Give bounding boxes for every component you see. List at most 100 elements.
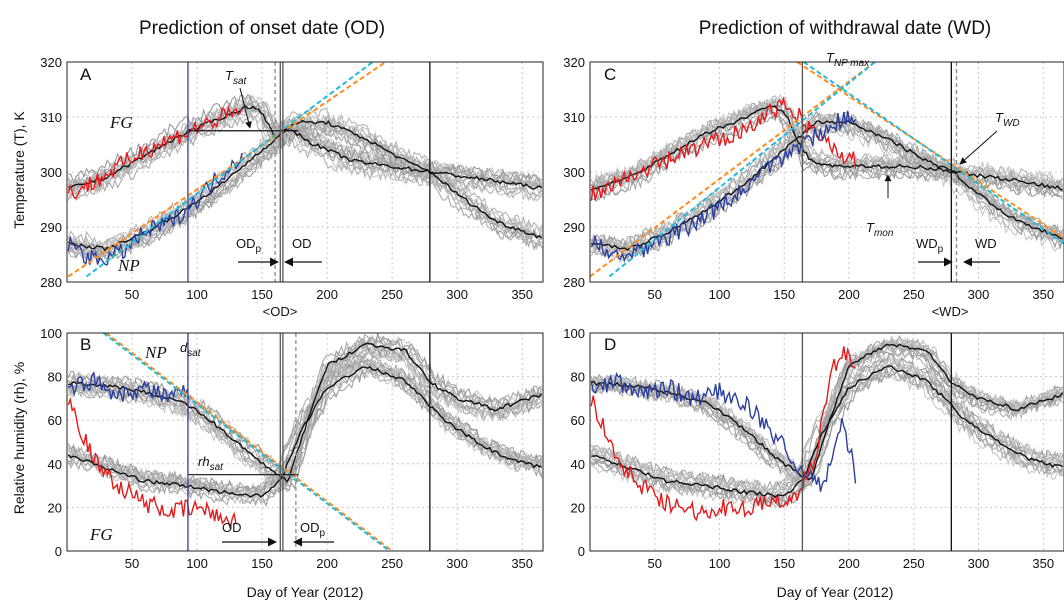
y-tick-label: 20	[48, 500, 62, 515]
ensemble-line	[591, 111, 1064, 251]
series-fg-2012	[590, 346, 856, 522]
title-onset: Prediction of onset date (OD)	[139, 18, 385, 39]
ensemble-line	[68, 109, 543, 202]
y-tick-label: 80	[571, 370, 585, 385]
y-tick-label: 0	[578, 544, 585, 559]
x-tick-label: 50	[648, 287, 662, 302]
x-tick-label: 250	[381, 287, 403, 302]
anno-wdp: WDp	[916, 236, 944, 255]
y-tick-label: 320	[40, 55, 62, 70]
anno-fg-b: FG	[89, 525, 113, 544]
y-tick-label: 100	[40, 326, 62, 341]
plot-area	[67, 62, 543, 278]
ensemble-line	[67, 368, 543, 507]
x-tick-label: 50	[125, 287, 139, 302]
ensemble-line	[590, 356, 1063, 498]
panel-b-humidity-onset: 50 100 150 200 250 300 350 0 20 40 60 80 100	[40, 326, 544, 571]
series-np-2012	[590, 371, 857, 492]
panel-letter-d: D	[604, 335, 616, 354]
anno-tsat: Tsat	[225, 68, 248, 87]
x-tick-label: 100	[186, 556, 208, 571]
panel-letter-a: A	[80, 65, 92, 84]
y-tick-label: 40	[571, 457, 585, 472]
plot-area	[67, 333, 543, 551]
y-axis-label-temperature: Temperature (T), K	[11, 111, 27, 229]
panel-c-temperature-withdrawal: 50 100 150 200 250 300 350 280 290 300 310 320	[563, 55, 1064, 302]
x-tick-label: 250	[903, 556, 925, 571]
mean-line	[591, 120, 1063, 252]
x-tick-label: 150	[773, 287, 795, 302]
mean-line	[591, 364, 1063, 499]
x-axis-label-left: Day of Year (2012)	[247, 584, 364, 600]
ensemble-line	[67, 358, 542, 498]
title-withdrawal: Prediction of withdrawal date (WD)	[699, 18, 992, 39]
ensemble-line	[590, 99, 1064, 193]
plot-frame	[66, 332, 544, 552]
x-tick-label: 200	[838, 287, 860, 302]
x-tick-label: 350	[511, 556, 533, 571]
plot-frame	[589, 61, 1064, 283]
ensemble-line	[67, 123, 543, 263]
series-np-2012	[590, 110, 857, 263]
x-tick-label: 350	[511, 287, 533, 302]
y-tick-label: 320	[563, 55, 585, 70]
series-np-2012	[68, 371, 188, 402]
fit-line	[608, 62, 876, 278]
y-tick-label: 310	[40, 110, 62, 125]
y-tick-label: 0	[55, 544, 62, 559]
ensemble-line	[590, 352, 1063, 494]
anno-np-a: NP	[117, 256, 140, 275]
anno-odp-a: ODp	[236, 236, 262, 255]
x-axis-label-right: Day of Year (2012)	[777, 584, 894, 600]
ensemble-line	[591, 338, 1063, 479]
anno-dsat: dsat	[180, 340, 202, 359]
x-tick-label: 150	[251, 556, 273, 571]
ensemble-line	[67, 109, 543, 201]
anno-mean-wd: <WD>	[932, 304, 969, 319]
anno-tnp-max: TNP max	[826, 50, 870, 69]
x-tick-label: 300	[446, 556, 468, 571]
x-tick-label: 50	[125, 556, 139, 571]
ensemble-line	[67, 124, 543, 262]
anno-od-b: OD	[222, 520, 242, 535]
ensemble-line	[590, 338, 1064, 478]
plot-frame	[66, 61, 544, 283]
anno-np-b: NP	[144, 343, 167, 362]
x-tick-label: 350	[1032, 556, 1054, 571]
x-tick-label: 300	[968, 287, 990, 302]
ensemble-line	[590, 101, 1064, 193]
ensemble-line	[67, 120, 542, 260]
fit-line	[796, 62, 1064, 239]
y-tick-label: 310	[563, 110, 585, 125]
x-tick-label: 250	[381, 556, 403, 571]
ensemble-line	[591, 117, 1064, 255]
x-tick-label: 100	[709, 556, 731, 571]
y-tick-label: 280	[40, 275, 62, 290]
x-tick-label: 350	[1032, 287, 1054, 302]
plot-area	[590, 62, 1064, 278]
ensemble-line	[590, 334, 1063, 480]
ensemble-line	[590, 334, 1064, 483]
y-tick-label: 290	[40, 220, 62, 235]
fit-line	[803, 62, 1064, 245]
x-tick-label: 100	[186, 287, 208, 302]
ensemble-line	[67, 345, 543, 490]
x-tick-label: 300	[968, 556, 990, 571]
ensemble-line	[68, 354, 543, 495]
y-tick-label: 60	[48, 413, 62, 428]
anno-tmon: Tmon	[866, 220, 894, 239]
y-tick-label: 60	[571, 413, 585, 428]
anno-fg-a: FG	[109, 113, 133, 132]
ensemble-line	[67, 93, 543, 188]
x-tick-label: 50	[648, 556, 662, 571]
ensemble-line	[590, 110, 1064, 201]
ensemble-line	[68, 344, 542, 490]
fit-line	[85, 62, 374, 278]
ensemble-line	[590, 340, 1064, 485]
y-tick-label: 20	[571, 500, 585, 515]
ensemble-line	[67, 336, 542, 480]
ensemble-line	[67, 101, 542, 196]
y-tick-label: 280	[563, 275, 585, 290]
mean-line	[68, 342, 543, 484]
